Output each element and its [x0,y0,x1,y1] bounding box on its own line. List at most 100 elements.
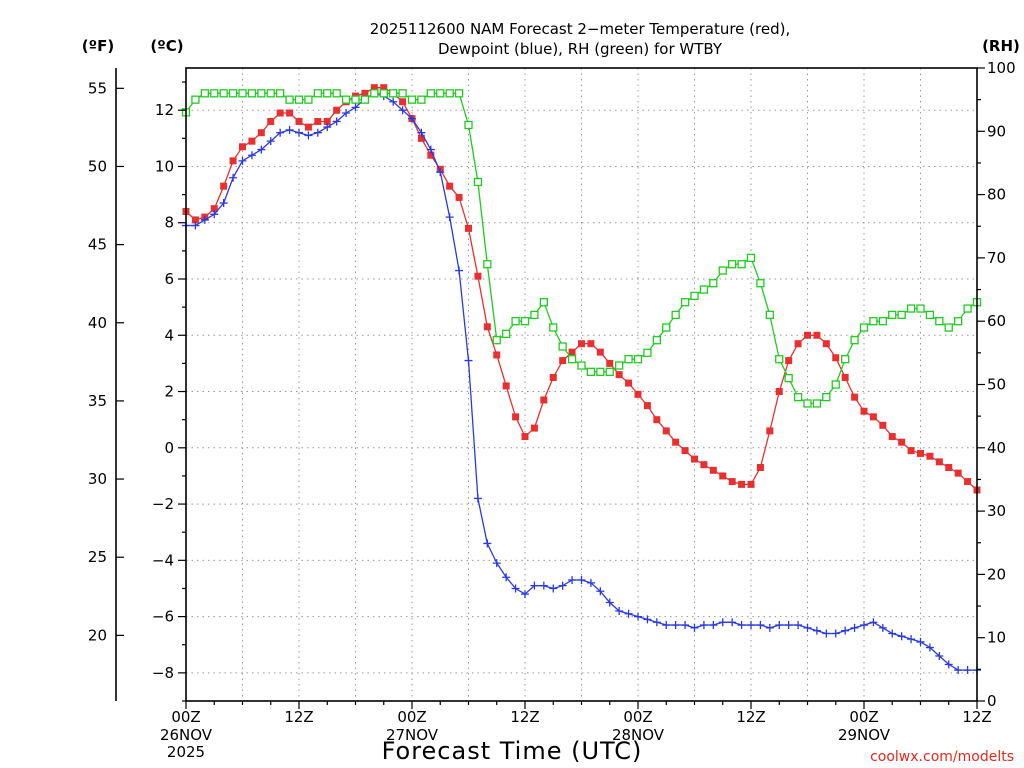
data-point [869,317,878,326]
data-point [718,266,727,275]
data-point [709,621,718,630]
data-point [785,357,793,365]
data-point [295,128,303,137]
data-point [379,89,388,98]
fahrenheit-tick-label: 50 [88,157,107,175]
data-point [276,89,285,98]
data-point [266,89,275,98]
fahrenheit-tick-label: 30 [88,470,107,488]
data-point [803,399,812,408]
data-point [850,623,859,632]
data-point [407,95,417,104]
rh-tick-label: 80 [987,186,1006,204]
data-point [728,260,737,269]
data-point [907,447,915,455]
data-point [558,342,567,351]
celsius-tick-label: −8 [152,664,174,682]
data-point [822,340,830,348]
data-point [756,463,764,471]
data-point [323,117,331,125]
data-point [295,117,303,125]
data-point [624,609,633,618]
data-point [803,623,812,632]
data-point [775,621,784,630]
data-point [615,606,624,615]
data-point [568,348,576,356]
data-point [219,89,228,98]
data-point [831,380,840,389]
data-point [587,340,595,348]
data-point [313,89,322,98]
data-point [615,361,624,370]
data-point [417,128,426,137]
celsius-unit-label: (ºC) [150,37,183,55]
data-point [455,193,463,201]
data-point [878,317,887,326]
data-point [210,210,219,219]
data-point [493,351,501,359]
data-point [615,371,623,379]
data-point [596,348,604,356]
data-point [746,253,756,263]
data-point [963,304,972,313]
data-point [699,285,709,294]
fahrenheit-tick-label: 35 [88,392,107,410]
data-point [464,356,473,365]
celsius-tick-label: 2 [164,383,174,401]
data-point [766,427,774,435]
fahrenheit-tick-label: 20 [88,626,107,644]
data-point [521,433,529,441]
data-point [492,336,501,345]
data-point [954,666,963,675]
series-relative-humidity [181,89,982,408]
rh-tick-label: 10 [987,629,1006,647]
data-point [539,581,548,590]
fahrenheit-tick-label: 45 [88,236,107,254]
data-point [728,618,737,627]
data-point [691,455,698,463]
data-point [577,361,586,370]
data-point [257,129,265,137]
data-point [671,621,680,630]
rh-tick-label: 0 [987,692,997,710]
data-point [916,304,925,313]
data-point [445,213,454,222]
data-point [728,478,736,486]
grid [186,68,977,701]
data-point [841,626,850,635]
rh-tick-label: 60 [987,312,1006,330]
data-point [380,84,388,92]
data-point [370,89,379,98]
rh-tick-label: 70 [987,249,1006,267]
data-point [793,393,803,402]
data-point [426,89,435,98]
data-point [398,89,407,98]
data-point [247,89,257,98]
data-point [219,199,228,208]
data-point [220,182,228,190]
data-point [474,272,482,280]
data-point [445,89,454,98]
data-point [266,137,275,146]
fahrenheit-tick-label: 25 [88,548,107,566]
data-point [935,317,944,326]
data-point [878,623,887,632]
data-point [521,590,529,599]
data-point [549,373,557,381]
data-point [841,355,850,364]
data-point [831,629,840,638]
data-point [520,317,530,326]
axes-layer: −8−6−4−202468101220253035404550550102030… [88,59,1016,761]
data-point [935,458,943,466]
data-point [323,123,332,132]
data-point [944,660,953,669]
fahrenheit-unit-label: (ºF) [82,37,114,55]
data-point [747,480,755,488]
data-point [671,310,680,320]
data-point [333,106,341,114]
data-point [897,632,906,641]
data-point [578,340,585,348]
data-point [596,587,605,596]
data-point [822,393,831,402]
